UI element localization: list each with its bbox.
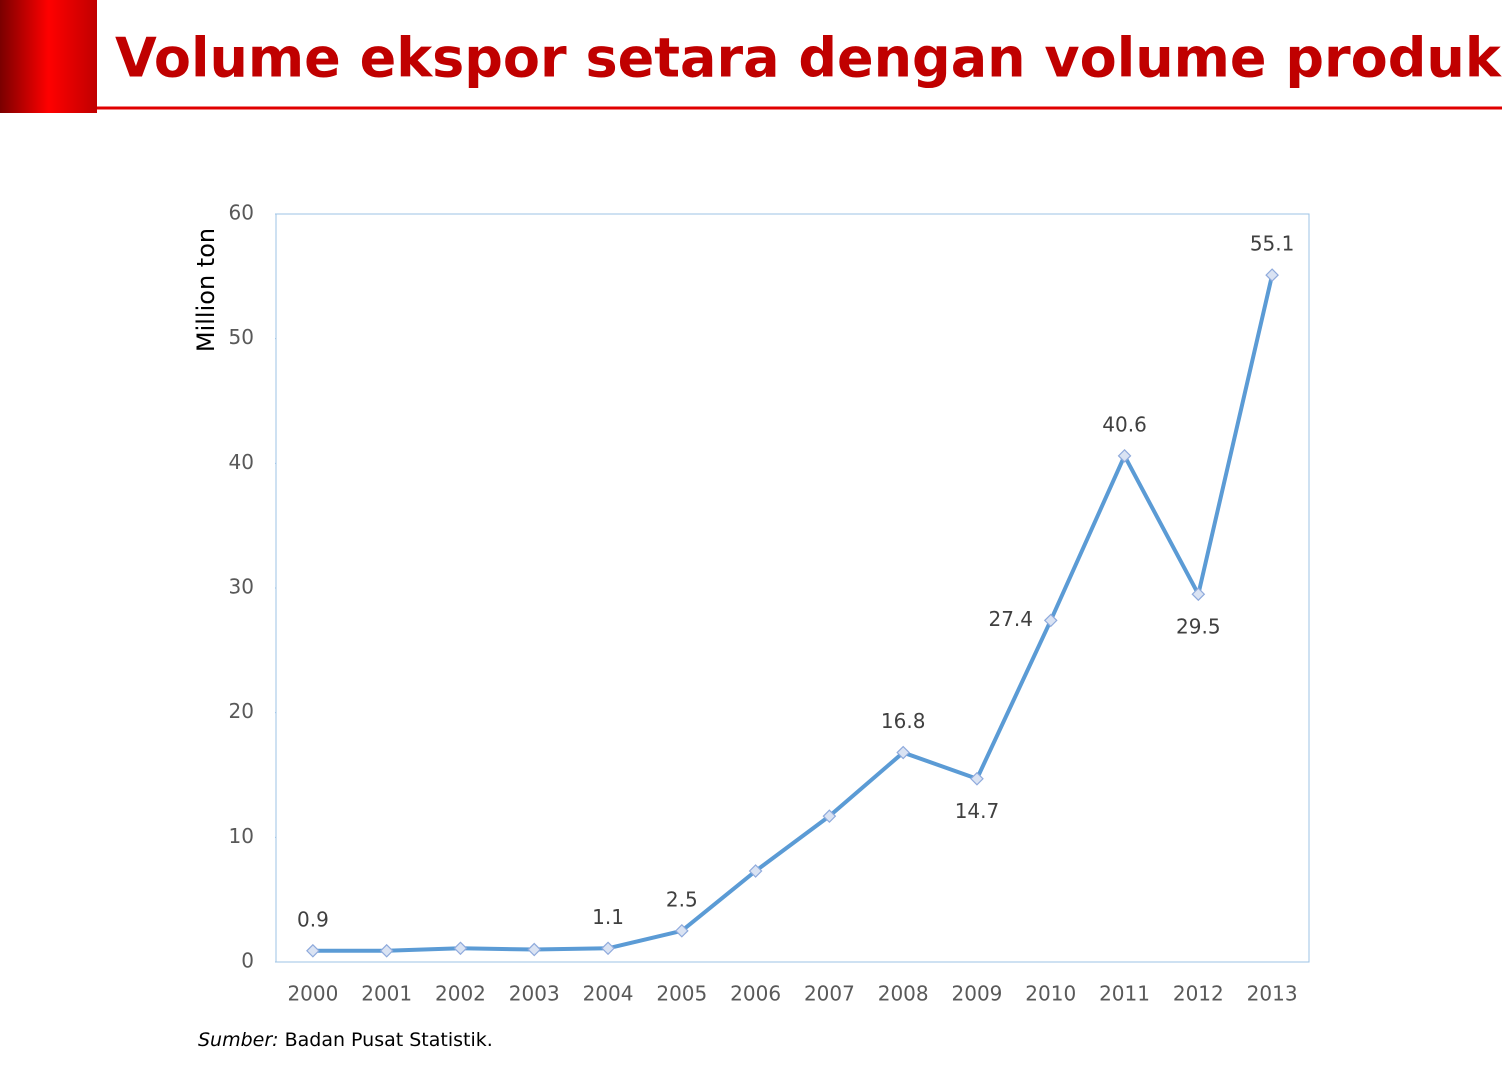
marker: [1117, 449, 1132, 463]
data-label: 27.4: [988, 607, 1033, 631]
data-label: 14.7: [955, 799, 1000, 823]
y-tick-label: 30: [229, 575, 254, 599]
x-tick-label: 2002: [435, 982, 486, 1006]
x-tick-label: 2011: [1099, 982, 1150, 1006]
marker: [1191, 587, 1206, 602]
x-tick-label: 2007: [804, 982, 855, 1006]
data-label: 40.6: [1102, 412, 1147, 436]
x-tick-label: 2003: [509, 982, 560, 1006]
x-tick-label: 2009: [952, 982, 1003, 1006]
marker: [674, 923, 689, 938]
plot-area: [275, 213, 1310, 963]
x-tick-label: 2013: [1247, 982, 1298, 1006]
y-tick-label: 0: [241, 949, 254, 973]
marker: [822, 809, 837, 823]
x-tick-label: 2012: [1173, 982, 1224, 1006]
x-tick-label: 2008: [878, 982, 929, 1006]
marker: [601, 941, 615, 956]
data-label: 29.5: [1176, 615, 1221, 639]
marker: [748, 864, 763, 878]
y-tick-label: 50: [229, 325, 254, 349]
y-axis-label: Million ton: [192, 228, 220, 352]
source-label: Sumber:: [198, 1029, 279, 1051]
marker: [527, 942, 542, 957]
marker: [306, 943, 320, 958]
chart-title: Volume ekspor setara dengan volume produ…: [115, 27, 1502, 90]
x-tick-label: 2004: [583, 982, 634, 1006]
title-block: [0, 0, 97, 113]
x-tick-label: 2001: [361, 982, 412, 1006]
data-label: 1.1: [592, 905, 624, 929]
x-tick-label: 2000: [287, 982, 338, 1006]
marker: [1265, 268, 1279, 282]
marker: [896, 745, 911, 760]
marker: [1043, 613, 1058, 628]
x-tick-label: 2005: [656, 982, 707, 1006]
data-label: 55.1: [1250, 232, 1295, 256]
source-text: Badan Pusat Statistik.: [285, 1029, 493, 1051]
y-tick-label: 60: [229, 201, 254, 225]
data-label: 2.5: [666, 887, 698, 911]
data-label: 16.8: [881, 709, 926, 733]
marker: [453, 941, 468, 956]
y-tick-label: 40: [229, 450, 254, 474]
marker: [970, 771, 984, 786]
y-tick-label: 10: [229, 824, 254, 848]
marker: [379, 943, 394, 958]
source: Sumber: Badan Pusat Statistik.: [198, 1029, 493, 1051]
x-tick-label: 2010: [1025, 982, 1076, 1006]
line: [312, 274, 1275, 953]
data-label: 0.9: [297, 907, 329, 931]
y-tick-label: 20: [229, 699, 254, 723]
x-tick-label: 2006: [730, 982, 781, 1006]
